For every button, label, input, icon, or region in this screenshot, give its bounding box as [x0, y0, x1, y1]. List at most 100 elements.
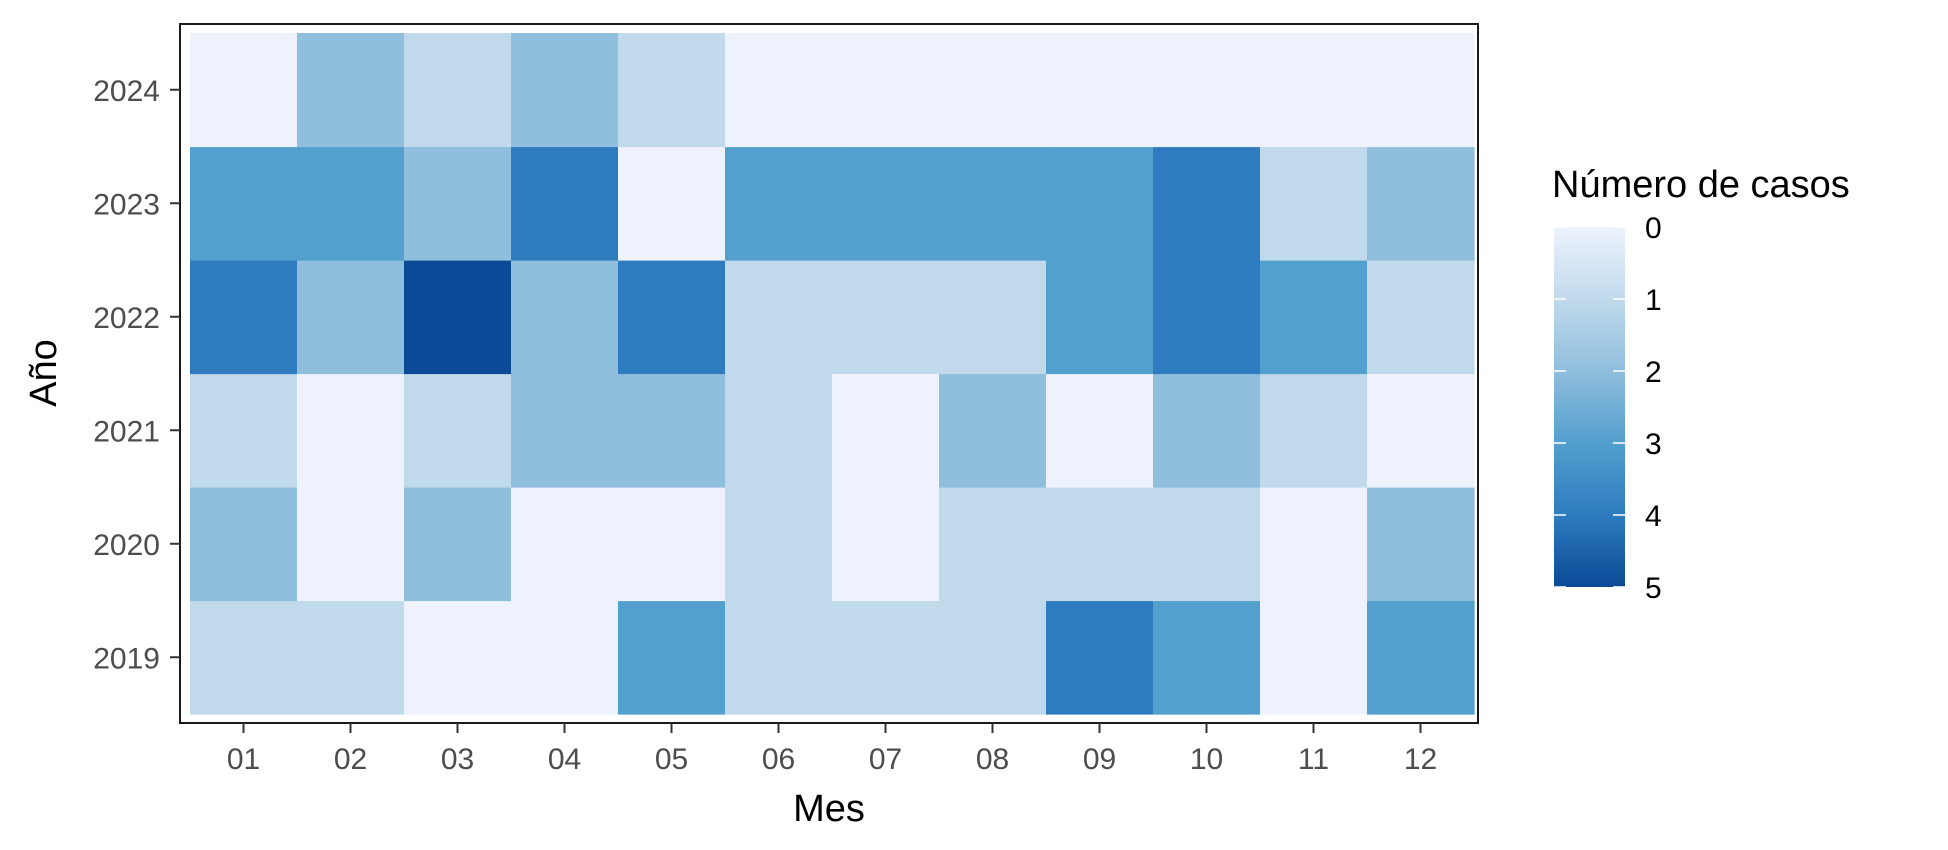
heatmap-cell-2023-03: [404, 146, 512, 261]
heatmap-cell-2021-03: [404, 373, 512, 488]
heatmap-cell-2021-09: [1046, 373, 1154, 488]
y-tick-label: 2023: [93, 188, 160, 221]
heatmap-cell-2020-09: [1046, 487, 1154, 602]
heatmap-cell-2019-10: [1153, 600, 1261, 715]
x-tick-label: 03: [441, 743, 474, 776]
x-tick-label: 11: [1298, 743, 1329, 776]
heatmap-cell-2020-06: [725, 487, 833, 602]
heatmap-cell-2021-08: [939, 373, 1047, 488]
heatmap-cells: [190, 33, 1475, 715]
heatmap-cell-2023-02: [297, 146, 405, 261]
heatmap-cell-2019-09: [1046, 600, 1154, 715]
heatmap-cell-2023-09: [1046, 146, 1154, 261]
x-tick-label: 10: [1190, 743, 1223, 776]
x-tick-label: 09: [1083, 743, 1116, 776]
heatmap-cell-2022-03: [404, 260, 512, 375]
heatmap-cell-2020-03: [404, 487, 512, 602]
y-tick-label: 2020: [93, 529, 160, 562]
heatmap-cell-2019-11: [1260, 600, 1368, 715]
y-axis: 2019 2020 2021 2022 2023 2024: [93, 75, 180, 675]
heatmap-cell-2024-02: [297, 33, 405, 148]
heatmap-cell-2024-05: [618, 33, 726, 148]
heatmap-cell-2021-06: [725, 373, 833, 488]
heatmap-cell-2022-08: [939, 260, 1047, 375]
y-tick-label: 2022: [93, 302, 160, 335]
legend-title: Número de casos: [1552, 164, 1850, 206]
legend-label: 0: [1645, 212, 1662, 245]
heatmap-cell-2019-08: [939, 600, 1047, 715]
heatmap-cell-2022-05: [618, 260, 726, 375]
heatmap-cell-2024-06: [725, 33, 833, 148]
heatmap-cell-2020-02: [297, 487, 405, 602]
heatmap-cell-2022-02: [297, 260, 405, 375]
heatmap-cell-2022-01: [190, 260, 298, 375]
x-tick-label: 02: [334, 743, 367, 776]
heatmap-cell-2021-07: [832, 373, 940, 488]
heatmap-cell-2023-10: [1153, 146, 1261, 261]
x-tick-label: 06: [762, 743, 795, 776]
heatmap-cell-2020-01: [190, 487, 298, 602]
heatmap-cell-2022-07: [832, 260, 940, 375]
plot-panel-border: [179, 23, 1479, 724]
x-axis: 01 02 03 04 05 06 07 08 09 10 11 12: [227, 723, 1437, 776]
heatmap-cell-2023-01: [190, 146, 298, 261]
heatmap-cell-2019-01: [190, 600, 298, 715]
y-tick-label: 2024: [93, 75, 160, 108]
heatmap-cell-2024-08: [939, 33, 1047, 148]
heatmap-cell-2020-04: [511, 487, 619, 602]
heatmap-cell-2023-07: [832, 146, 940, 261]
heatmap-cell-2021-01: [190, 373, 298, 488]
heatmap-cell-2022-11: [1260, 260, 1368, 375]
heatmap-cell-2019-12: [1367, 600, 1475, 715]
heatmap-cell-2021-05: [618, 373, 726, 488]
heatmap-cell-2019-04: [511, 600, 619, 715]
x-axis-title: Mes: [793, 788, 865, 830]
heatmap-cell-2021-10: [1153, 373, 1261, 488]
x-tick-label: 12: [1404, 743, 1437, 776]
heatmap-cell-2020-10: [1153, 487, 1261, 602]
heatmap-cell-2021-02: [297, 373, 405, 488]
heatmap-cell-2024-09: [1046, 33, 1154, 148]
heatmap-cell-2019-02: [297, 600, 405, 715]
heatmap-cell-2019-05: [618, 600, 726, 715]
legend: Número de casos 0 1 2 3 4 5: [1552, 164, 1850, 605]
legend-label: 2: [1645, 356, 1662, 389]
heatmap-cell-2020-12: [1367, 487, 1475, 602]
legend-label: 1: [1645, 284, 1662, 317]
heatmap-cell-2024-04: [511, 33, 619, 148]
heatmap-cell-2021-12: [1367, 373, 1475, 488]
heatmap-cell-2023-04: [511, 146, 619, 261]
legend-ticks: 0 1 2 3 4 5: [1554, 212, 1662, 605]
heatmap-cell-2022-04: [511, 260, 619, 375]
heatmap-cell-2021-11: [1260, 373, 1368, 488]
heatmap-cell-2022-12: [1367, 260, 1475, 375]
x-tick-label: 07: [869, 743, 902, 776]
legend-colorbar: [1554, 227, 1625, 587]
y-tick-label: 2021: [93, 415, 160, 448]
heatmap-cell-2020-07: [832, 487, 940, 602]
y-axis-title: Año: [23, 339, 65, 407]
heatmap-cell-2023-08: [939, 146, 1047, 261]
heatmap-cell-2024-01: [190, 33, 298, 148]
legend-label: 5: [1645, 572, 1662, 605]
heatmap-cell-2022-09: [1046, 260, 1154, 375]
heatmap-cell-2024-12: [1367, 33, 1475, 148]
x-tick-label: 05: [655, 743, 688, 776]
heatmap-cell-2023-12: [1367, 146, 1475, 261]
x-tick-label: 01: [227, 743, 260, 776]
heatmap-cell-2024-10: [1153, 33, 1261, 148]
heatmap-cell-2024-11: [1260, 33, 1368, 148]
heatmap-cell-2022-06: [725, 260, 833, 375]
heatmap-cell-2024-03: [404, 33, 512, 148]
heatmap-cell-2023-06: [725, 146, 833, 261]
x-tick-label: 08: [976, 743, 1009, 776]
y-tick-label: 2019: [93, 642, 160, 675]
heatmap-cell-2019-07: [832, 600, 940, 715]
heatmap-cell-2023-11: [1260, 146, 1368, 261]
heatmap-cell-2023-05: [618, 146, 726, 261]
legend-label: 4: [1645, 500, 1662, 533]
heatmap-cell-2020-05: [618, 487, 726, 602]
x-tick-label: 04: [548, 743, 581, 776]
heatmap-cell-2019-03: [404, 600, 512, 715]
